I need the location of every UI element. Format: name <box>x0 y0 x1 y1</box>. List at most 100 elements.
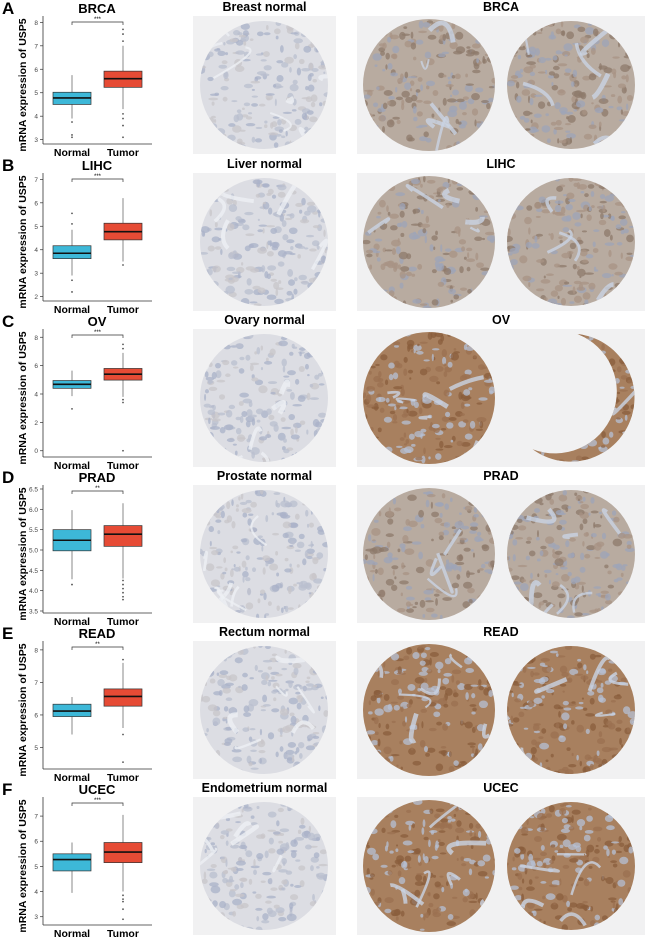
y-tick-label: 5 <box>34 864 38 871</box>
x-tick-label: Normal <box>54 772 90 782</box>
boxplot-svg: LIHC mRNA expression of USP5 2 3 4 5 6 7 Normal T… <box>17 158 152 314</box>
y-tick-label: 4.0 <box>29 588 38 595</box>
boxplot: PRAD mRNA expression of USP5 3.5 4.0 4.5 5.0 5… <box>0 469 180 626</box>
normal-tissue-title: Liver normal <box>226 157 303 171</box>
significance-marker: *** <box>94 330 102 336</box>
y-axis-label: mRNA expression of USP5 <box>17 331 29 464</box>
y-tick-label: 0 <box>34 448 38 455</box>
y-tick-label: 4 <box>34 247 38 254</box>
normal-tissue-title: Ovary normal <box>224 313 305 327</box>
x-tick-label: Normal <box>54 147 90 157</box>
y-tick-label: 3 <box>34 137 38 144</box>
y-tick-label: 2 <box>34 420 38 427</box>
panel-row-f: F UCEC mRNA expression of USP5 3 4 5 6 7 Normal… <box>0 780 649 938</box>
y-tick-label: 4.5 <box>29 568 38 575</box>
x-tick-label: Tumor <box>107 147 139 157</box>
normal-tissue-title: Rectum normal <box>219 625 310 639</box>
panel-letter: D <box>2 468 15 487</box>
x-tick-label: Tumor <box>107 928 139 938</box>
normal-tissue-image <box>193 329 336 467</box>
significance-marker: *** <box>94 174 102 180</box>
tumor-tissue-title: PRAD <box>483 469 519 483</box>
y-axis-label: mRNA expression of USP5 <box>17 18 29 151</box>
boxplot-svg: BRCA mRNA expression of USP5 3 4 5 6 7 8 Normal T… <box>17 1 152 157</box>
plot-title: UCEC <box>79 782 116 797</box>
panel-letter: E <box>2 624 14 643</box>
tumor-tissue-title: OV <box>491 313 511 327</box>
plot-title: PRAD <box>79 470 116 485</box>
tumor-tissue-image <box>357 173 645 311</box>
normal-tissue-image <box>193 16 336 154</box>
y-tick-label: 5 <box>34 224 38 231</box>
tumor-tissue-image <box>357 641 645 779</box>
boxplot-svg: UCEC mRNA expression of USP5 3 4 5 6 7 Normal Tu… <box>17 782 152 938</box>
normal-tissue-image <box>193 641 336 779</box>
plot-title: OV <box>88 314 107 329</box>
y-axis-label: mRNA expression of USP5 <box>17 643 29 776</box>
normal-tissue-image <box>193 485 336 623</box>
significance-marker: ** <box>95 642 100 648</box>
y-tick-label: 5.5 <box>29 527 38 534</box>
y-tick-label: 7 <box>34 43 38 50</box>
panel-letter: C <box>2 312 15 331</box>
normal-tissue-image <box>193 173 336 311</box>
tumor-tissue-image <box>357 485 645 623</box>
significance-marker: ** <box>95 486 100 492</box>
y-tick-label: 6.5 <box>29 487 38 494</box>
plot-title: READ <box>79 626 116 641</box>
tumor-tissue-title: BRCA <box>482 0 520 14</box>
normal-tissue-image <box>193 797 336 935</box>
panel-letter: A <box>2 0 15 18</box>
y-tick-label: 8 <box>34 20 38 27</box>
y-axis-label: mRNA expression of USP5 <box>17 487 29 620</box>
y-axis-label: mRNA expression of USP5 <box>17 799 29 932</box>
x-tick-label: Normal <box>54 304 90 314</box>
x-tick-label: Tumor <box>107 304 139 314</box>
boxplot: OV mRNA expression of USP5 0 2 4 6 8 Normal Tumo… <box>0 313 180 470</box>
plot-title: BRCA <box>78 1 116 16</box>
panel-letter: B <box>2 156 15 175</box>
y-tick-label: 6 <box>34 712 38 719</box>
x-tick-label: Normal <box>54 616 90 626</box>
y-tick-label: 7 <box>34 814 38 821</box>
panel-letter: F <box>2 780 13 799</box>
boxplot-svg: PRAD mRNA expression of USP5 3.5 4.0 4.5 5.0 5… <box>17 470 152 626</box>
boxplot: UCEC mRNA expression of USP5 3 4 5 6 7 Normal Tu… <box>0 781 180 938</box>
tumor-box <box>103 525 143 547</box>
panel-row-a: A BRCA mRNA expression of USP5 3 4 5 6 7 8 Norma… <box>0 0 649 157</box>
y-tick-label: 5.0 <box>29 548 38 555</box>
boxplot-svg: OV mRNA expression of USP5 0 2 4 6 8 Normal Tumo… <box>17 314 152 470</box>
y-tick-label: 8 <box>34 335 38 342</box>
panel-row-d: D PRAD mRNA expression of USP5 3.5 4.0 4.5 5.… <box>0 468 649 626</box>
normal-box <box>52 853 92 872</box>
normal-box <box>52 245 92 259</box>
y-tick-label: 7 <box>34 177 38 184</box>
x-tick-label: Normal <box>54 460 90 470</box>
boxplot: READ mRNA expression of USP5 5 6 7 8 Normal Tum… <box>0 625 180 782</box>
x-tick-label: Tumor <box>107 616 139 626</box>
y-tick-label: 4 <box>34 889 38 896</box>
y-tick-label: 6 <box>34 67 38 74</box>
normal-tissue-title: Breast normal <box>222 0 307 14</box>
y-tick-label: 6 <box>34 839 38 846</box>
y-tick-label: 6.0 <box>29 507 38 514</box>
tumor-tissue-image <box>357 797 645 935</box>
y-tick-label: 6 <box>34 200 38 207</box>
y-tick-label: 3 <box>34 271 38 278</box>
boxplot: LIHC mRNA expression of USP5 2 3 4 5 6 7 Normal T… <box>0 157 180 314</box>
tumor-tissue-title: UCEC <box>483 781 519 795</box>
significance-marker: *** <box>94 798 102 804</box>
panel-row-c: C OV mRNA expression of USP5 0 2 4 6 8 Normal Tu… <box>0 312 649 470</box>
plot-title: LIHC <box>82 158 113 173</box>
significance-marker: *** <box>94 17 102 23</box>
y-tick-label: 5 <box>34 90 38 97</box>
y-tick-label: 7 <box>34 680 38 687</box>
y-tick-label: 4 <box>34 114 38 121</box>
y-tick-label: 6 <box>34 363 38 370</box>
x-tick-label: Tumor <box>107 772 139 782</box>
y-tick-label: 2 <box>34 294 38 301</box>
panel-row-b: B LIHC mRNA expression of USP5 2 3 4 5 6 7 Norma… <box>0 156 649 314</box>
y-axis-label: mRNA expression of USP5 <box>17 175 29 308</box>
tumor-tissue-title: READ <box>483 625 519 639</box>
y-tick-label: 3 <box>34 914 38 921</box>
